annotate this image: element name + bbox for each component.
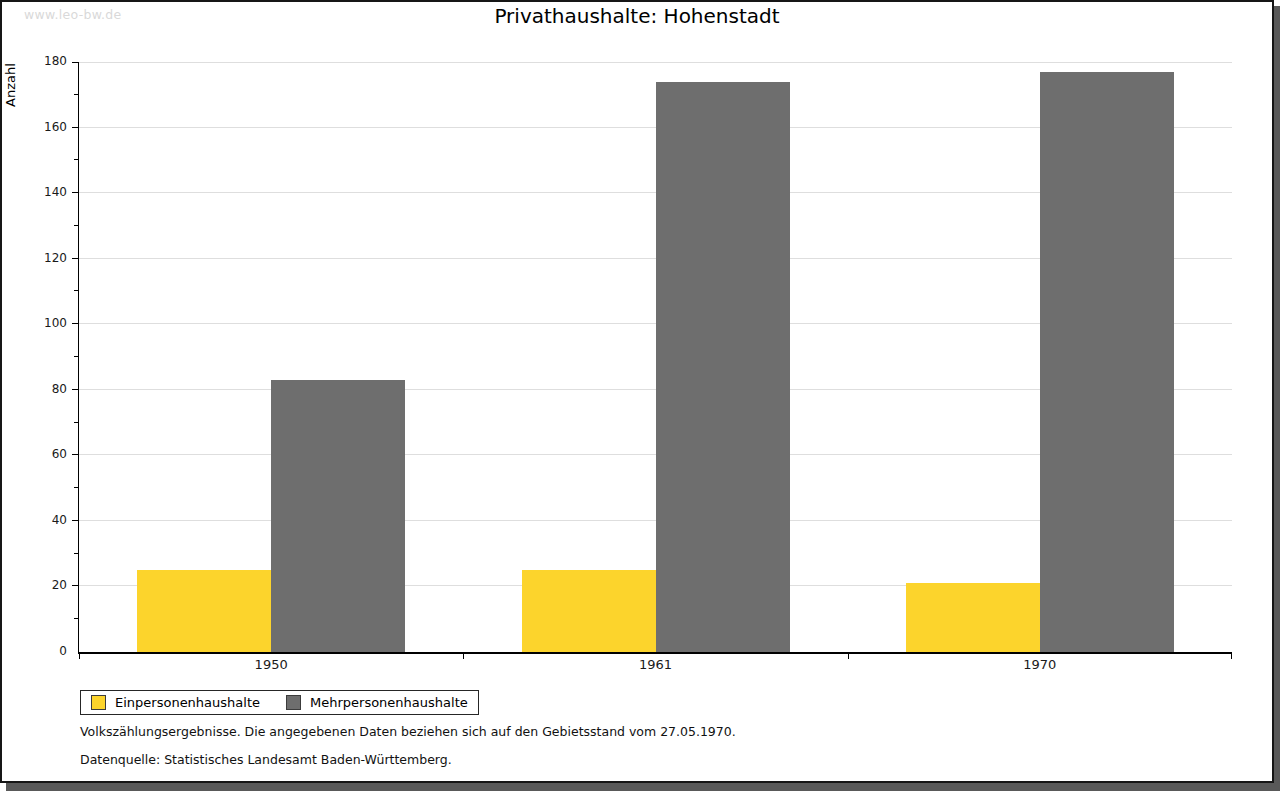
window-shadow-bottom: [6, 783, 1274, 791]
y-axis-tick: [72, 192, 78, 193]
y-axis-tick-label: 80: [33, 382, 67, 396]
y-axis-tick-label: 20: [33, 578, 67, 592]
y-axis-tick: [72, 520, 78, 521]
bar-mehrpersonenhaushalte-1961: [656, 82, 790, 652]
y-axis-minor-tick: [74, 159, 78, 160]
legend-swatch-einpersonenhaushalte: [91, 695, 106, 710]
chart-title: Privathaushalte: Hohenstadt: [2, 4, 1272, 28]
y-axis-tick-label: 120: [33, 251, 67, 265]
legend-swatch-mehrpersonenhaushalte: [286, 695, 301, 710]
y-axis-minor-tick: [74, 618, 78, 619]
y-axis-tick-label: 160: [33, 120, 67, 134]
y-axis-minor-tick: [74, 225, 78, 226]
y-axis-minor-tick: [74, 94, 78, 95]
y-axis-minor-tick: [74, 290, 78, 291]
y-axis-tick-label: 0: [33, 644, 67, 658]
y-axis-tick: [72, 323, 78, 324]
y-axis-tick: [72, 62, 78, 63]
bar-einpersonenhaushalte-1950: [137, 570, 271, 652]
window-shadow-right: [1274, 6, 1280, 791]
x-axis-tick-label: 1970: [995, 657, 1085, 672]
x-axis-tick: [463, 654, 464, 659]
y-axis-tick-label: 60: [33, 447, 67, 461]
bar-einpersonenhaushalte-1961: [522, 570, 656, 652]
x-axis-tick-label: 1961: [611, 657, 701, 672]
y-axis-tick-label: 140: [33, 185, 67, 199]
y-axis-label: Anzahl: [3, 57, 23, 113]
y-axis-minor-tick: [74, 422, 78, 423]
x-axis-tick-label: 1950: [226, 657, 316, 672]
y-axis-tick: [72, 585, 78, 586]
x-axis-tick: [848, 654, 849, 659]
chart-image-frame: www.leo-bw.de Privathaushalte: Hohenstad…: [0, 0, 1274, 783]
x-axis-tick: [79, 654, 80, 659]
y-axis-tick: [72, 389, 78, 390]
y-axis-tick: [72, 258, 78, 259]
note-datasource: Datenquelle: Statistisches Landesamt Bad…: [80, 752, 736, 767]
y-axis-tick-label: 180: [33, 54, 67, 68]
y-axis-minor-tick: [74, 356, 78, 357]
y-axis-tick-label: 100: [33, 316, 67, 330]
y-axis-tick: [72, 454, 78, 455]
y-axis-minor-tick: [74, 487, 78, 488]
legend-label-mehrpersonenhaushalte: Mehrpersonenhaushalte: [310, 695, 468, 710]
y-axis-minor-tick: [74, 553, 78, 554]
bar-einpersonenhaushalte-1970: [906, 583, 1040, 652]
bar-mehrpersonenhaushalte-1970: [1040, 72, 1174, 652]
y-axis-tick-label: 40: [33, 513, 67, 527]
plot-area: 020406080100120140160180195019611970: [78, 62, 1232, 654]
y-axis-tick: [72, 127, 78, 128]
legend-label-einpersonenhaushalte: Einpersonenhaushalte: [115, 695, 260, 710]
x-axis-tick: [1231, 654, 1232, 659]
gridline: [79, 62, 1232, 63]
legend: Einpersonenhaushalte Mehrpersonenhaushal…: [80, 690, 479, 715]
source-notes: Volkszählungsergebnisse. Die angegebenen…: [80, 724, 736, 780]
note-census: Volkszählungsergebnisse. Die angegebenen…: [80, 724, 736, 739]
bar-mehrpersonenhaushalte-1950: [271, 380, 405, 652]
